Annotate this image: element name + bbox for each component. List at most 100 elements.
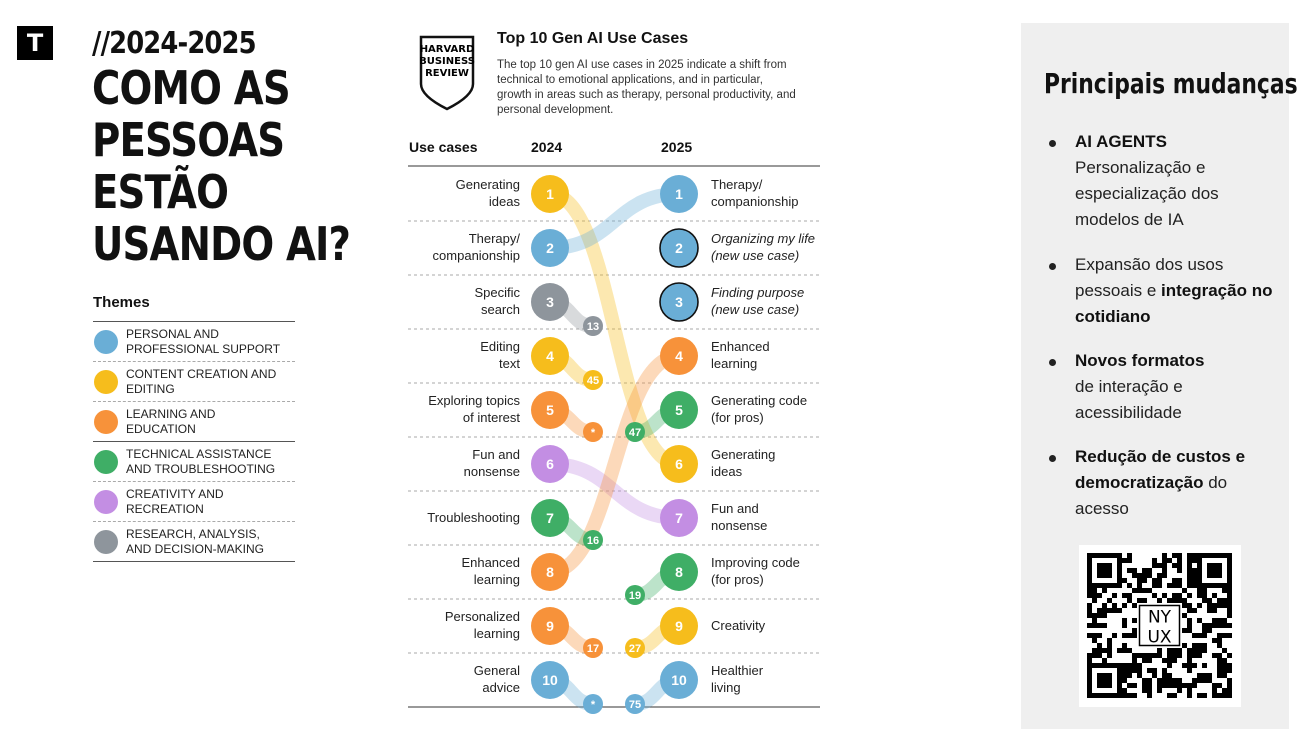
exit-rank-label: 17 (587, 643, 599, 655)
qr-module (1097, 608, 1102, 613)
qr-module (1217, 663, 1222, 668)
qr-module (1197, 648, 1202, 653)
qr-module (1227, 668, 1232, 673)
rank-2024-number: 6 (546, 456, 554, 472)
qr-module (1162, 678, 1167, 683)
qr-module (1132, 568, 1137, 573)
rank-2024-number: 8 (546, 564, 554, 580)
principais-mudancas-panel: Principais mudanças AI AGENTS Personaliza… (1021, 23, 1298, 729)
qr-module (1192, 648, 1197, 653)
column-header-2025: 2025 (661, 139, 693, 155)
qr-module (1227, 653, 1232, 658)
qr-module (1167, 598, 1172, 603)
rank-2025-circle (660, 661, 698, 699)
rank-2025-circle (659, 228, 699, 268)
use-case-label-2025: Generating ideas (711, 447, 776, 479)
use-case-label-2025: Generating code (for pros) (711, 393, 808, 425)
qr-module (1087, 603, 1092, 608)
qr-module (1187, 648, 1192, 653)
rank-2024-number: 1 (546, 186, 554, 202)
qr-module (1112, 608, 1117, 613)
qr-module (1127, 598, 1132, 603)
qr-module (1092, 613, 1097, 618)
qr-module (1127, 633, 1132, 638)
qr-module (1087, 608, 1092, 613)
entry-rank-marker (625, 638, 645, 658)
qr-module (1192, 573, 1197, 578)
theme-color-dot (94, 409, 118, 434)
qr-module (1107, 638, 1112, 643)
qr-module (1122, 633, 1127, 638)
qr-module (1222, 663, 1227, 668)
qr-module (1222, 603, 1227, 608)
qr-module (1152, 668, 1157, 673)
rank-2025-number: 7 (675, 510, 683, 526)
bullet-text: Redução de custos e democratização do ac… (1075, 447, 1246, 518)
qr-module (1132, 618, 1137, 623)
qr-module (1192, 663, 1197, 668)
chart-title: Top 10 Gen AI Use Cases (497, 30, 689, 47)
qr-module (1157, 678, 1162, 683)
qr-module (1162, 658, 1167, 663)
qr-module (1087, 653, 1092, 658)
hbr-logo-line-3: REVIEW (425, 68, 469, 79)
qr-module (1152, 593, 1157, 598)
qr-module (1187, 653, 1192, 658)
rank-2025-circle (660, 445, 698, 483)
qr-module (1197, 693, 1202, 698)
qr-module (1157, 563, 1162, 568)
hbr-logo-line-1: HARVARD (420, 44, 475, 55)
gen-ai-use-cases-chart: HARVARD BUSINESS REVIEW Top 10 Gen AI Us… (408, 26, 828, 734)
qr-module (1147, 688, 1152, 693)
use-case-label-2025: Fun and nonsense (711, 501, 768, 533)
bullet-novos-formatos: Novos formatos de interação e acessibilid… (1049, 348, 1285, 426)
qr-module (1202, 663, 1207, 668)
qr-module (1177, 563, 1182, 568)
qr-module (1212, 593, 1217, 598)
qr-module (1132, 633, 1137, 638)
qr-module (1207, 598, 1212, 603)
bullet-text: Expansão dos usos pessoais e integração … (1075, 255, 1273, 326)
qr-module (1222, 648, 1227, 653)
qr-module (1152, 583, 1157, 588)
qr-module (1177, 598, 1182, 603)
qr-module (1182, 643, 1187, 648)
qr-module (1177, 553, 1182, 558)
rank-connector (543, 349, 686, 579)
headline-line-1: COMO AS (92, 61, 291, 115)
rank-2024-circle (531, 661, 569, 699)
qr-module (1167, 583, 1172, 588)
bullet-dot (1049, 140, 1056, 147)
use-case-label-2024: Exploring topics of interest (428, 393, 520, 425)
bullet-text: Novos formatos de interação e acessibilid… (1075, 351, 1205, 422)
qr-module (1147, 693, 1152, 698)
rank-2025-number: 2 (675, 240, 683, 256)
qr-module (1192, 558, 1197, 563)
headline-line-3: ESTÃO (92, 165, 229, 219)
qr-module (1197, 593, 1202, 598)
qr-center-label: UX (1147, 628, 1171, 648)
theme-item-technical: TECHNICAL ASSISTANCE AND TROUBLESHOOTING (93, 442, 295, 482)
rank-2025-circle (660, 553, 698, 591)
qr-module (1132, 693, 1137, 698)
qr-module (1212, 688, 1217, 693)
qr-module (1167, 658, 1172, 663)
qr-module (1177, 593, 1182, 598)
use-case-label-2025: Enhanced learning (711, 339, 770, 371)
qr-module (1162, 593, 1167, 598)
qr-module (1142, 678, 1147, 683)
theme-color-dot (94, 489, 118, 514)
qr-module (1087, 658, 1092, 663)
qr-module (1187, 623, 1192, 628)
qr-module (1122, 678, 1127, 683)
qr-module (1197, 618, 1202, 623)
qr-code[interactable]: NY UX (1079, 545, 1241, 707)
rank-2024-circle (531, 391, 569, 429)
use-case-label-2024: Troubleshooting (427, 509, 520, 525)
bullet-dot (1049, 359, 1056, 366)
qr-module (1212, 653, 1217, 658)
use-case-label-2024: Editing text (480, 339, 520, 371)
qr-module (1132, 663, 1137, 668)
qr-module (1137, 588, 1142, 593)
